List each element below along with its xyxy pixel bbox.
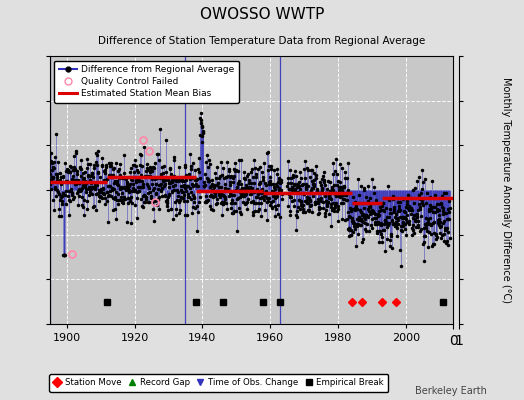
Text: OWOSSO WWTP: OWOSSO WWTP [200,7,324,22]
Text: Difference of Station Temperature Data from Regional Average: Difference of Station Temperature Data f… [99,36,425,46]
Text: Monthly Temperature Anomaly Difference (°C): Monthly Temperature Anomaly Difference (… [500,77,511,303]
Text: Berkeley Earth: Berkeley Earth [416,386,487,396]
Legend: Station Move, Record Gap, Time of Obs. Change, Empirical Break: Station Move, Record Gap, Time of Obs. C… [49,374,388,392]
Legend: Difference from Regional Average, Quality Control Failed, Estimated Station Mean: Difference from Regional Average, Qualit… [54,60,239,103]
